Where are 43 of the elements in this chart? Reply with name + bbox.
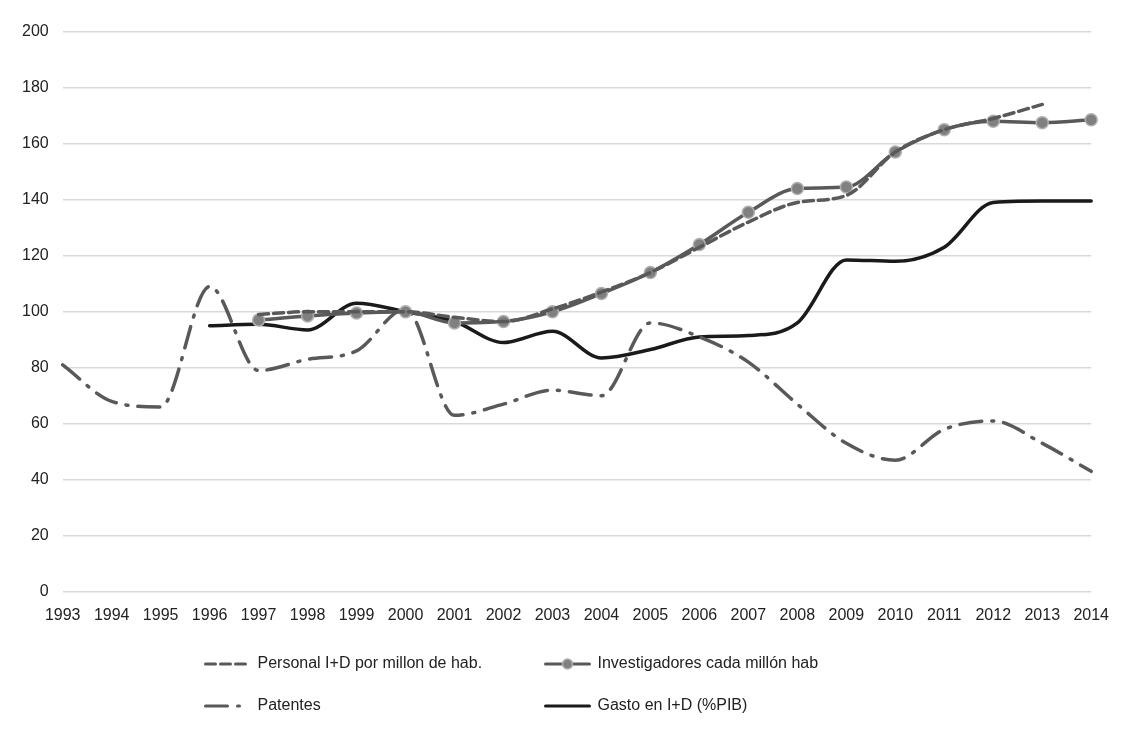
x-tick-label: 1995 bbox=[142, 605, 179, 623]
point bbox=[1084, 113, 1098, 127]
x-tick-label: 2009 bbox=[828, 605, 865, 623]
x-tick-label: 2014 bbox=[1073, 605, 1110, 623]
x-tick-label: 2005 bbox=[632, 605, 669, 623]
x-tick-label: 2010 bbox=[877, 605, 914, 623]
y-tick-label: 80 bbox=[30, 358, 49, 376]
x-tick-label: 2011 bbox=[927, 605, 962, 623]
x-tick-label: 2007 bbox=[730, 605, 767, 623]
x-tick-label: 2002 bbox=[485, 605, 522, 623]
point bbox=[790, 181, 805, 196]
point bbox=[1035, 115, 1049, 130]
x-tick-label: 2004 bbox=[583, 605, 620, 623]
y-tick-label: 160 bbox=[21, 134, 49, 152]
legend-label: Patentes bbox=[257, 696, 321, 714]
x-tick-label: 2000 bbox=[387, 605, 424, 623]
y-tick-label: 20 bbox=[30, 526, 49, 544]
x-tick-label: 2012 bbox=[975, 605, 1012, 623]
y-tick-label: 180 bbox=[21, 78, 49, 96]
y-tick-label: 140 bbox=[21, 190, 49, 208]
x-tick-label: 2006 bbox=[681, 605, 718, 623]
x-tick-label: 1997 bbox=[240, 605, 277, 623]
line-series bbox=[207, 199, 1093, 360]
x-tick-label: 1996 bbox=[191, 605, 228, 623]
point bbox=[741, 205, 756, 220]
legend-label: Investigadores cada millón hab bbox=[597, 654, 819, 672]
x-tick-label: 1998 bbox=[289, 605, 326, 623]
x-tick-label: 1994 bbox=[93, 605, 130, 623]
x-tick-label: 1999 bbox=[338, 605, 375, 623]
x-tick-label: 1993 bbox=[44, 605, 81, 623]
x-tick-label: 2003 bbox=[534, 605, 571, 623]
x-tick-label: 2013 bbox=[1024, 605, 1061, 623]
y-tick-label: 60 bbox=[30, 414, 49, 432]
y-tick-label: 200 bbox=[21, 22, 49, 40]
x-tick-label: 2001 bbox=[436, 605, 473, 623]
legend-label: Personal I+D por millon de hab. bbox=[257, 654, 483, 672]
x-tick-label: 2008 bbox=[779, 605, 816, 623]
y-tick-label: 40 bbox=[30, 470, 49, 488]
point bbox=[839, 180, 854, 194]
y-tick-label: 100 bbox=[21, 302, 49, 320]
y-tick-label: 0 bbox=[39, 582, 49, 600]
y-tick-label: 120 bbox=[21, 246, 49, 264]
legend-label: Gasto en I+D (%PIB) bbox=[597, 696, 748, 714]
